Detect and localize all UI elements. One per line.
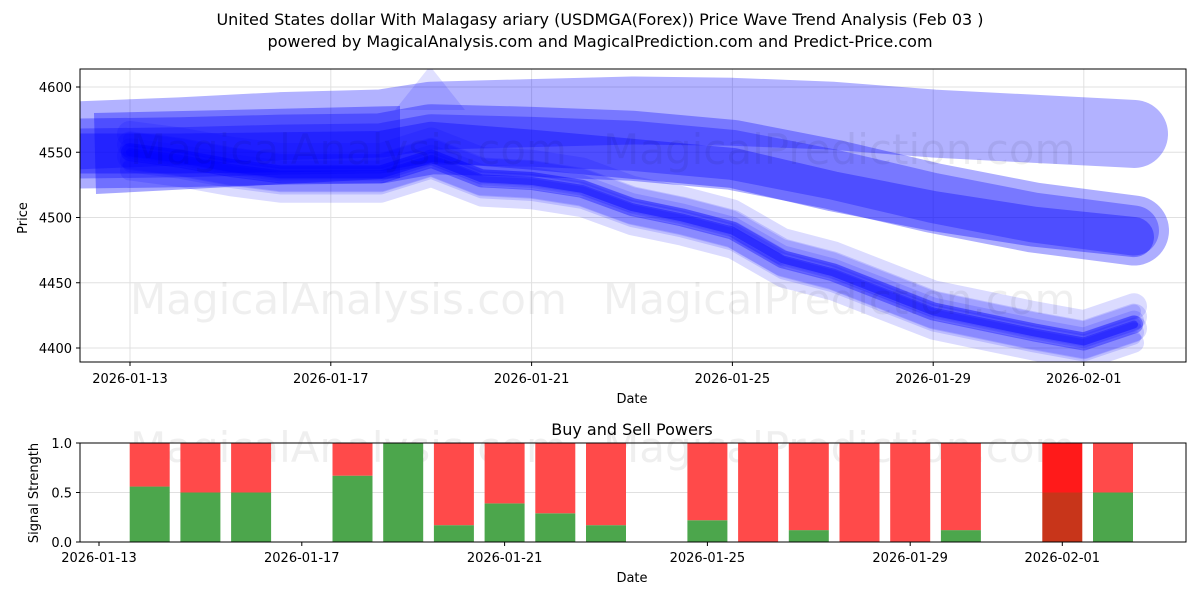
sell-bar: [738, 443, 779, 542]
sell-bar: [535, 443, 576, 514]
sell-bar: [484, 443, 525, 504]
buy-bar: [433, 525, 474, 542]
x-tick-label: 2026-01-29: [872, 551, 948, 566]
y-tick-label: 0.5: [51, 487, 72, 502]
signal-y-axis: 0.0 0.5 1.0: [51, 437, 80, 551]
chart-title: United States dollar With Malagasy ariar…: [216, 10, 984, 29]
buy-bar: [535, 513, 576, 542]
sell-bar: [788, 443, 829, 531]
signal-x-axis: 2026-01-13 2026-01-17 2026-01-21 2026-01-25…: [61, 542, 1100, 566]
signal-x-label: Date: [616, 571, 647, 586]
x-tick-label: 2026-01-13: [61, 551, 137, 566]
x-tick-label: 2026-01-21: [494, 372, 570, 387]
x-tick-label: 2026-02-01: [1046, 372, 1122, 387]
buy-bar: [332, 475, 373, 542]
sell-bar: [180, 443, 221, 493]
price-x-axis: 2026-01-13 2026-01-17 2026-01-21 2026-01-25…: [92, 362, 1122, 387]
sell-bar: [1093, 443, 1133, 493]
sell-bar: [433, 443, 474, 526]
x-tick-label: 2026-01-25: [670, 551, 746, 566]
buy-bar: [687, 520, 728, 542]
buy-bar: [940, 530, 981, 542]
buy-bar: [586, 525, 626, 542]
x-tick-label: 2026-02-01: [1025, 551, 1101, 566]
sell-bar: [1042, 443, 1083, 493]
y-tick-label: 4400: [39, 342, 72, 357]
price-wave-bands: [80, 69, 1169, 362]
y-tick-label: 4450: [39, 277, 72, 292]
buy-bar: [129, 486, 170, 542]
watermarks-top: MagicalAnalysis.com MagicalPrediction.co…: [130, 125, 1076, 324]
x-tick-label: 2026-01-25: [695, 372, 771, 387]
sell-bar: [940, 443, 981, 531]
svg-text:MagicalPrediction.com: MagicalPrediction.com: [603, 275, 1076, 324]
sell-bar: [586, 443, 626, 526]
x-tick-label: 2026-01-17: [264, 551, 340, 566]
x-tick-label: 2026-01-17: [293, 372, 369, 387]
buy-bar: [788, 530, 829, 542]
sell-bar: [129, 443, 170, 487]
signal-bars: [129, 443, 1133, 542]
svg-text:MagicalPrediction.com: MagicalPrediction.com: [603, 125, 1076, 174]
y-tick-label: 1.0: [51, 437, 72, 452]
signal-y-label: Signal Strength: [27, 443, 42, 543]
buy-bar: [484, 503, 525, 542]
y-tick-label: 4500: [39, 212, 72, 227]
y-tick-label: 4600: [39, 81, 72, 96]
price-chart-frame: [79, 68, 1187, 363]
sell-bar: [231, 443, 272, 493]
price-y-label: Price: [16, 202, 31, 234]
x-tick-label: 2026-01-13: [92, 372, 168, 387]
buy-bar: [1093, 492, 1133, 542]
sell-bar: [890, 443, 931, 542]
sell-bar: [687, 443, 728, 521]
price-x-label: Date: [616, 392, 647, 407]
svg-text:MagicalAnalysis.com: MagicalAnalysis.com: [130, 275, 567, 324]
svg-text:MagicalPrediction.com: MagicalPrediction.com: [603, 423, 1076, 472]
price-y-axis: 4400 4450 4500 4550 4600: [39, 81, 80, 357]
buy-bar: [1042, 492, 1083, 542]
svg-text:MagicalAnalysis.com: MagicalAnalysis.com: [130, 125, 567, 174]
buy-bar: [383, 443, 424, 542]
x-tick-label: 2026-01-21: [467, 551, 543, 566]
signal-chart-title: Buy and Sell Powers: [551, 420, 713, 439]
x-tick-label: 2026-01-29: [895, 372, 971, 387]
buy-bar: [231, 492, 272, 542]
y-tick-label: 0.0: [51, 536, 72, 551]
buy-bar: [180, 492, 221, 542]
sell-bar: [839, 443, 880, 542]
sell-bar: [332, 443, 373, 476]
price-chart-grid: [80, 69, 1186, 362]
y-tick-label: 4550: [39, 146, 72, 161]
chart-subtitle: powered by MagicalAnalysis.com and Magic…: [267, 32, 933, 51]
